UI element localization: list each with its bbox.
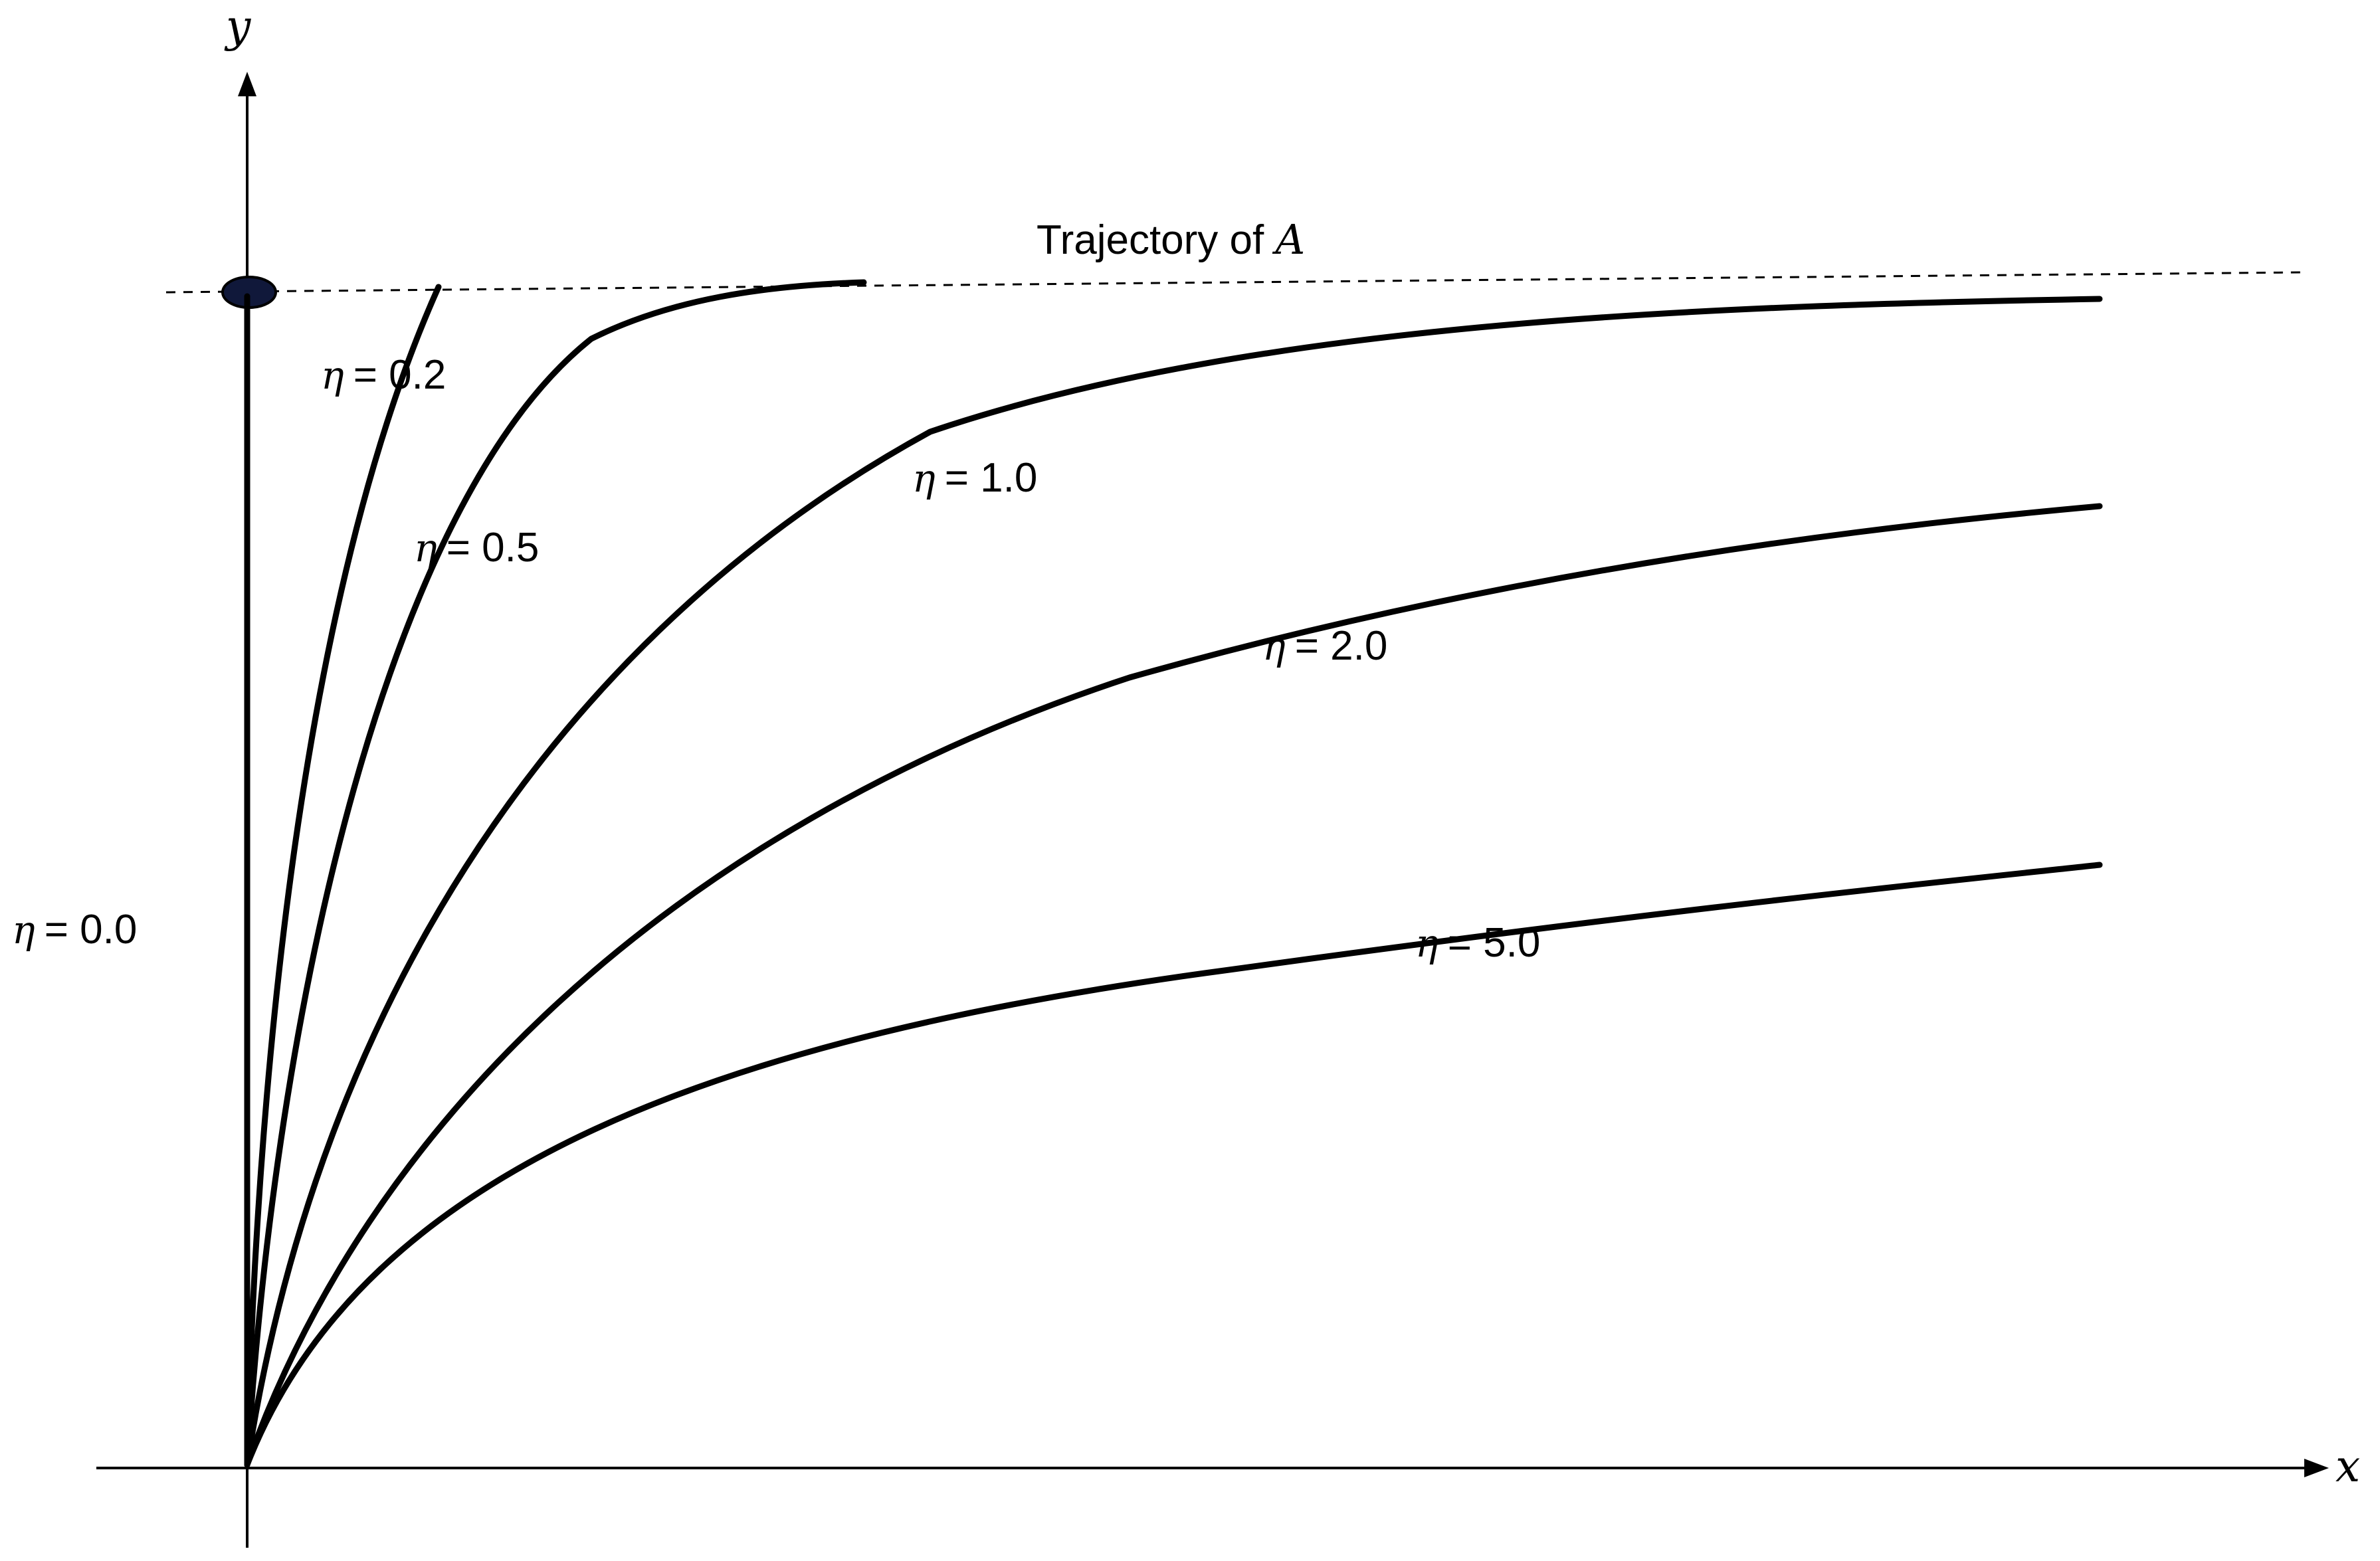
label-eta-0-5: η = 0.5 bbox=[414, 525, 539, 571]
curve-eta-0-2 bbox=[244, 284, 442, 1468]
label-eta-1-0: η = 1.0 bbox=[912, 455, 1037, 501]
eta-symbol: η bbox=[1262, 624, 1286, 669]
label-eta-0-2: η = 0.2 bbox=[321, 352, 446, 398]
label-eta-0-0: η = 0.0 bbox=[12, 907, 137, 953]
x-axis-arrowhead bbox=[2304, 1459, 2329, 1477]
y-axis-arrowhead bbox=[238, 72, 256, 96]
label-eta-5-0: η = 5.0 bbox=[1415, 920, 1540, 966]
eta-value: = 0.2 bbox=[353, 352, 446, 398]
eta-value: = 1.0 bbox=[945, 455, 1038, 501]
eta-value: = 0.0 bbox=[45, 907, 138, 953]
eta-symbol: η bbox=[414, 525, 437, 571]
eta-symbol: η bbox=[912, 456, 936, 501]
trajectory-label-symbol: A bbox=[1272, 215, 1305, 264]
label-eta-2-0: η = 2.0 bbox=[1262, 623, 1387, 669]
eta-value: = 0.5 bbox=[446, 525, 540, 571]
y-axis-label: y bbox=[224, 1, 251, 52]
pursuit-curves bbox=[244, 279, 2103, 1468]
curve-eta-2-0 bbox=[244, 503, 2103, 1468]
eta-symbol: η bbox=[1415, 921, 1438, 966]
eta-symbol: η bbox=[321, 353, 344, 398]
trajectory-of-a-line bbox=[165, 271, 2303, 294]
curve-eta-1-0 bbox=[244, 296, 2103, 1468]
trajectory-label-prefix: Trajectory of bbox=[1037, 217, 1275, 263]
curve-eta-5-0 bbox=[244, 862, 2103, 1468]
trajectory-label: Trajectory of A bbox=[1037, 215, 1305, 264]
x-axis-label: x bbox=[2335, 1441, 2360, 1492]
eta-value: = 2.0 bbox=[1295, 623, 1388, 669]
eta-symbol: η bbox=[12, 907, 35, 953]
eta-value: = 5.0 bbox=[1448, 920, 1541, 966]
curve-labels: η = 0.0 η = 0.2 η = 0.5 η = 1.0 η = 2.0 η = 5.… bbox=[12, 352, 1540, 966]
curve-eta-0-5 bbox=[244, 279, 867, 1468]
